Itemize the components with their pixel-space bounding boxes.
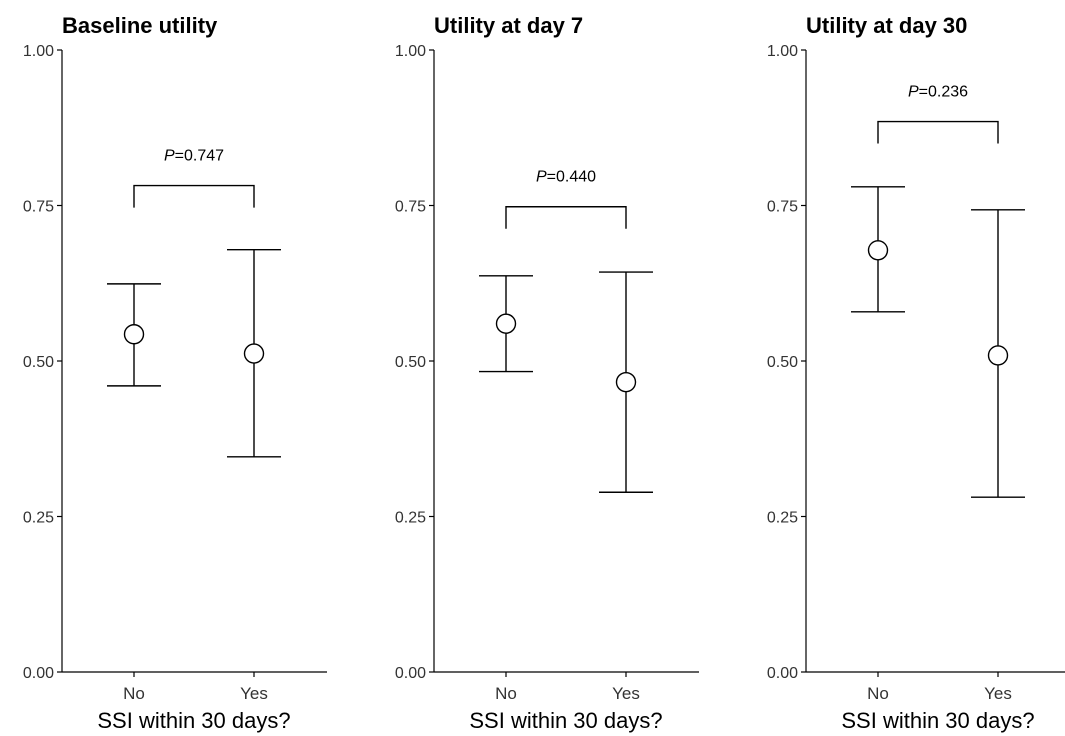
panel-1: Baseline utility 0.00 0.25 0.50 0.75 1.00 No Ye… bbox=[23, 13, 327, 733]
mean-point bbox=[987, 345, 1009, 366]
y-tick-label: 0.50 bbox=[767, 354, 798, 371]
x-tick-label: No bbox=[123, 684, 145, 703]
x-tick-label: Yes bbox=[612, 684, 640, 703]
mean-point bbox=[243, 343, 265, 364]
p-value: =0.236 bbox=[919, 84, 968, 101]
mean-point bbox=[123, 324, 145, 345]
panel-3: Utility at day 30 0.00 0.25 0.50 0.75 1.00 No Y… bbox=[767, 13, 1065, 733]
p-value-label: P=0.236 bbox=[908, 84, 968, 101]
y-tick-label: 0.25 bbox=[23, 510, 54, 527]
significance-bracket bbox=[877, 120, 999, 144]
y-tick-label: 0.00 bbox=[395, 665, 426, 682]
x-axis-title: SSI within 30 days? bbox=[469, 708, 662, 733]
significance-bracket bbox=[505, 206, 627, 229]
p-symbol: P bbox=[536, 169, 547, 186]
mean-point bbox=[615, 371, 637, 393]
significance-bracket bbox=[133, 184, 255, 208]
panel-title: Utility at day 7 bbox=[434, 13, 583, 38]
p-symbol: P bbox=[164, 148, 175, 165]
x-tick-label: No bbox=[495, 684, 517, 703]
x-tick-label: Yes bbox=[984, 684, 1012, 703]
panel-title: Utility at day 30 bbox=[806, 13, 967, 38]
y-tick-label: 0.50 bbox=[23, 354, 54, 371]
y-tick-label: 1.00 bbox=[767, 43, 798, 60]
y-tick-label: 0.75 bbox=[23, 199, 54, 216]
y-tick-label: 0.25 bbox=[767, 510, 798, 527]
p-symbol: P bbox=[908, 84, 919, 101]
y-tick-label: 0.75 bbox=[395, 199, 426, 216]
p-value-label: P=0.747 bbox=[164, 148, 224, 165]
p-value: =0.440 bbox=[547, 169, 596, 186]
panel-title: Baseline utility bbox=[62, 13, 218, 38]
x-tick-label: No bbox=[867, 684, 889, 703]
y-tick-label: 1.00 bbox=[395, 43, 426, 60]
y-tick-label: 0.75 bbox=[767, 199, 798, 216]
mean-point bbox=[495, 313, 517, 334]
y-tick-label: 0.50 bbox=[395, 354, 426, 371]
mean-point bbox=[867, 240, 889, 261]
x-axis-title: SSI within 30 days? bbox=[97, 708, 290, 733]
y-tick-label: 0.25 bbox=[395, 510, 426, 527]
p-value-label: P=0.440 bbox=[536, 169, 596, 186]
x-tick-label: Yes bbox=[240, 684, 268, 703]
y-tick-label: 1.00 bbox=[23, 43, 54, 60]
y-tick-label: 0.00 bbox=[767, 665, 798, 682]
p-value: =0.747 bbox=[175, 148, 224, 165]
x-axis-title: SSI within 30 days? bbox=[841, 708, 1034, 733]
panel-2: Utility at day 7 0.00 0.25 0.50 0.75 1.00 No Ye… bbox=[395, 13, 699, 733]
y-tick-label: 0.00 bbox=[23, 665, 54, 682]
